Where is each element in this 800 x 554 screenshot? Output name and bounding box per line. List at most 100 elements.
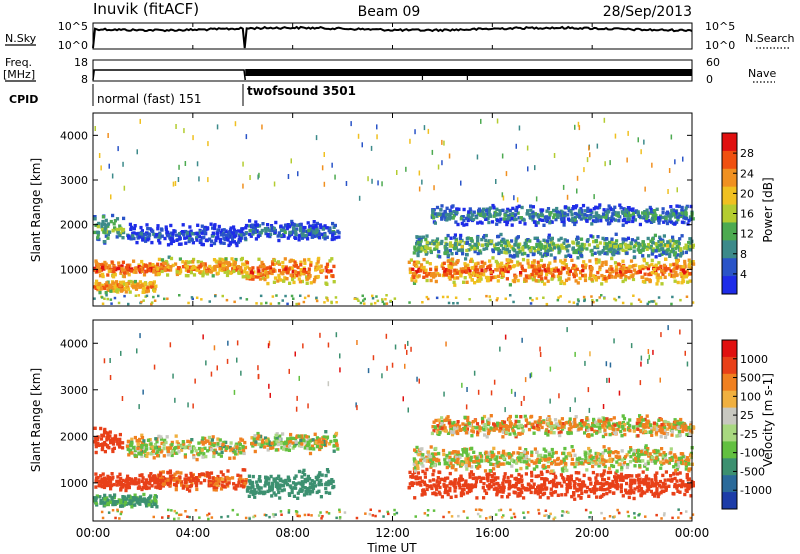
scatter-cell [419, 247, 423, 251]
scatter-cell [155, 505, 159, 509]
scatter-cell [682, 156, 684, 162]
scatter-cell [227, 231, 231, 235]
scatter-cell [610, 243, 614, 247]
scatter-cell [652, 209, 656, 213]
scatter-cell [196, 266, 200, 270]
scatter-cell [564, 264, 569, 269]
scatter-cell [484, 217, 488, 221]
scatter-cell [201, 442, 205, 446]
scatter-cell [662, 250, 666, 255]
scatter-cell [286, 225, 290, 229]
scatter-cell [146, 289, 150, 293]
scatter-cell [212, 443, 216, 448]
scatter-cell [447, 301, 451, 305]
scatter-cell [110, 495, 114, 500]
scatter-cell [266, 482, 270, 486]
scatter-cell [308, 485, 312, 490]
scatter-cell [238, 474, 243, 479]
scatter-cell [432, 483, 436, 487]
scatter-cell [628, 264, 632, 269]
scatter-cell [445, 271, 450, 275]
scatter-cell [529, 216, 533, 220]
scatter-cell [166, 453, 170, 457]
scatter-cell [278, 437, 282, 441]
scatter-cell [608, 485, 612, 490]
scatter-cell [221, 473, 225, 477]
scatter-cell [663, 266, 667, 271]
scatter-cell [235, 452, 239, 456]
scatter-cell [315, 296, 318, 300]
scatter-cell [151, 478, 155, 482]
scatter-cell [116, 285, 120, 289]
scatter-cell [469, 273, 474, 277]
scatter-cell [512, 279, 517, 284]
cpid-segment-twofsound: twofsound 3501 [247, 84, 356, 98]
scatter-cell [180, 444, 184, 448]
scatter-cell [605, 252, 609, 256]
scatter-cell [331, 479, 335, 484]
scatter-cell [599, 215, 603, 219]
scatter-cell [175, 233, 179, 237]
scatter-cell [232, 260, 236, 264]
scatter-cell [425, 260, 429, 264]
scatter-cell [147, 474, 151, 478]
scatter-cell [189, 471, 193, 476]
scatter-cell [323, 152, 325, 157]
scatter-cell [577, 121, 580, 127]
scatter-cell [109, 283, 113, 287]
scatter-cell [461, 252, 465, 256]
scatter-cell [486, 265, 490, 270]
scatter-cell [683, 246, 687, 250]
scatter-cell [200, 440, 204, 444]
scatter-cell [639, 493, 643, 498]
scatter-cell [534, 223, 538, 227]
scatter-cell [228, 228, 233, 232]
scatter-cell [291, 446, 295, 450]
scatter-cell [438, 255, 442, 259]
scatter-cell [618, 267, 622, 271]
scatter-cell [574, 279, 578, 283]
scatter-cell [160, 449, 164, 453]
scatter-cell [514, 217, 518, 221]
scatter-cell [566, 267, 570, 271]
scatter-cell [688, 279, 692, 283]
scatter-cell [175, 477, 179, 481]
scatter-cell [243, 274, 247, 279]
scatter-cell [266, 274, 270, 279]
scatter-cell [95, 266, 99, 270]
scatter-cell [655, 489, 659, 493]
scatter-cell [286, 271, 290, 275]
scatter-cell [448, 277, 452, 281]
scatter-cell [656, 279, 660, 283]
scatter-cell [225, 482, 229, 486]
scatter-cell [169, 223, 173, 228]
scatter-cell [431, 213, 435, 217]
scatter-cell [540, 212, 544, 217]
scatter-cell [455, 210, 459, 215]
scatter-cell [433, 212, 438, 216]
scatter-cell [550, 493, 554, 497]
scatter-cell [96, 435, 100, 439]
scatter-cell [148, 262, 152, 266]
scatter-cell [468, 298, 471, 301]
scatter-cell [166, 297, 169, 300]
y-tick-label: 1000 [60, 263, 88, 276]
scatter-cell [116, 479, 120, 484]
scatter-cell [547, 235, 551, 240]
scatter-cell [211, 234, 215, 238]
scatter-cell [197, 441, 201, 445]
scatter-cell [307, 294, 310, 298]
scatter-cell [315, 490, 319, 495]
scatter-cell [652, 300, 655, 303]
scatter-cell [550, 267, 554, 272]
scatter-cell [324, 265, 328, 270]
scatter-cell [309, 224, 313, 228]
scatter-cell [632, 496, 636, 501]
scatter-cell [283, 276, 287, 280]
scatter-cell [196, 223, 200, 227]
scatter-cell [483, 489, 487, 493]
scatter-cell [222, 440, 226, 445]
scatter-cell [272, 226, 276, 231]
scatter-cell [507, 487, 511, 491]
scatter-cell [115, 483, 119, 487]
